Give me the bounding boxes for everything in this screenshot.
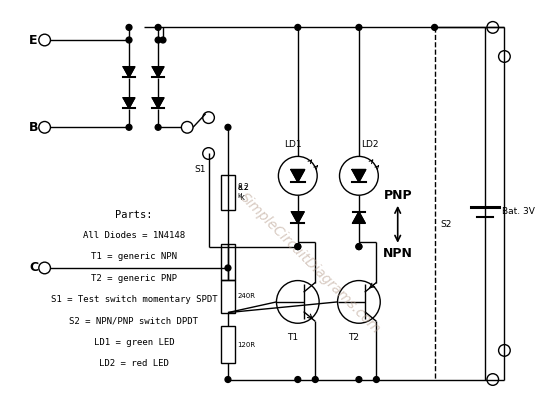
Text: NPN: NPN xyxy=(383,247,413,260)
Circle shape xyxy=(295,244,301,250)
Polygon shape xyxy=(152,98,164,108)
Circle shape xyxy=(295,377,301,383)
Polygon shape xyxy=(291,170,305,182)
Circle shape xyxy=(313,377,318,383)
Circle shape xyxy=(225,265,231,271)
Circle shape xyxy=(356,377,362,383)
Text: S2: S2 xyxy=(441,220,452,229)
Circle shape xyxy=(356,244,362,250)
Text: B: B xyxy=(29,121,39,134)
Text: 8.2
 k: 8.2 k xyxy=(238,183,250,202)
Circle shape xyxy=(155,124,161,130)
Circle shape xyxy=(126,124,132,130)
Text: S1 = Test switch momentary SPDT: S1 = Test switch momentary SPDT xyxy=(51,295,217,304)
Text: T1 = generic NPN: T1 = generic NPN xyxy=(91,252,177,261)
Text: SimpleCircuitDiagrams.com: SimpleCircuitDiagrams.com xyxy=(237,190,384,337)
Text: LD1: LD1 xyxy=(284,140,302,149)
Text: PNP: PNP xyxy=(384,189,412,202)
Circle shape xyxy=(373,377,379,383)
Polygon shape xyxy=(352,170,366,182)
Bar xyxy=(221,175,235,210)
Circle shape xyxy=(295,25,301,30)
Circle shape xyxy=(225,124,231,130)
Bar xyxy=(221,280,235,313)
Circle shape xyxy=(155,37,161,43)
Circle shape xyxy=(356,25,362,30)
Polygon shape xyxy=(152,67,164,77)
Circle shape xyxy=(356,244,362,250)
Polygon shape xyxy=(123,67,135,77)
Text: 240R: 240R xyxy=(238,293,256,299)
Text: 8.2: 8.2 xyxy=(238,185,249,191)
Circle shape xyxy=(431,25,437,30)
Text: LD2 = red LED: LD2 = red LED xyxy=(99,359,169,368)
Text: All Diodes = 1N4148: All Diodes = 1N4148 xyxy=(83,231,185,240)
Text: T2 = generic PNP: T2 = generic PNP xyxy=(91,274,177,283)
Circle shape xyxy=(295,244,301,250)
Text: LD2: LD2 xyxy=(361,140,378,149)
Circle shape xyxy=(126,37,132,43)
Text: Parts:: Parts: xyxy=(115,210,153,220)
Text: S2 = NPN/PNP switch DPDT: S2 = NPN/PNP switch DPDT xyxy=(69,316,199,326)
Circle shape xyxy=(155,25,161,30)
Text: E: E xyxy=(29,34,38,46)
Text: T2: T2 xyxy=(349,333,359,342)
Circle shape xyxy=(160,37,166,43)
Text: T1: T1 xyxy=(287,333,299,342)
Text: C: C xyxy=(29,261,38,274)
Polygon shape xyxy=(292,212,304,223)
Polygon shape xyxy=(123,98,135,108)
Bar xyxy=(221,244,235,280)
Polygon shape xyxy=(352,212,365,223)
Text: S1: S1 xyxy=(194,165,206,174)
Text: k: k xyxy=(238,193,242,199)
Circle shape xyxy=(225,377,231,383)
Bar xyxy=(221,326,235,363)
Text: 120R: 120R xyxy=(238,342,256,347)
Text: Bat. 3V: Bat. 3V xyxy=(502,207,535,216)
Text: LD1 = green LED: LD1 = green LED xyxy=(94,338,174,347)
Circle shape xyxy=(126,25,132,30)
